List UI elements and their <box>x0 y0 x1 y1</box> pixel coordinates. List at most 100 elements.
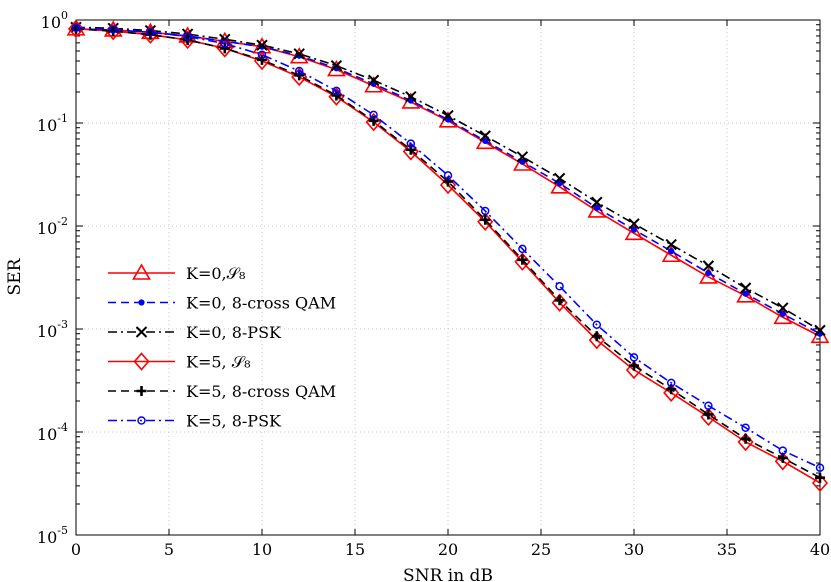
data-point <box>369 110 378 120</box>
y-tick-label: 10-5 <box>37 524 68 547</box>
data-point <box>294 66 304 76</box>
data-point <box>479 130 491 142</box>
data-point <box>442 109 454 122</box>
legend-entry: K=0, 8-PSK <box>108 323 282 342</box>
y-tick-label: 10-4 <box>37 421 68 444</box>
data-point <box>513 154 532 171</box>
data-point <box>815 472 825 483</box>
data-point <box>332 86 341 96</box>
data-point <box>257 50 267 59</box>
data-point <box>740 433 751 444</box>
data-point <box>666 378 676 388</box>
data-point <box>517 254 528 265</box>
data-point <box>183 32 192 41</box>
data-point <box>219 43 230 54</box>
data-point <box>704 401 713 410</box>
data-point <box>133 352 150 371</box>
series-line <box>75 28 821 479</box>
data-point <box>591 196 603 208</box>
data-point <box>135 326 148 338</box>
x-tick-label: 25 <box>531 540 551 559</box>
data-point <box>480 214 491 225</box>
data-point <box>628 218 640 230</box>
data-point <box>136 386 147 396</box>
data-point <box>592 320 602 329</box>
data-point <box>778 446 788 455</box>
axis-ticks: 0 5 10 15 20 25 30 35 40 100 10-1 10-2 10-3 10-4 10-5 <box>37 9 830 559</box>
data-point <box>406 139 416 148</box>
data-point <box>257 54 267 65</box>
data-point <box>516 151 529 163</box>
data-point <box>443 171 453 180</box>
series-group <box>66 19 830 493</box>
x-tick-label: 35 <box>717 540 737 559</box>
data-point <box>811 473 829 493</box>
data-point <box>405 144 416 155</box>
x-tick-label: 10 <box>252 540 272 559</box>
data-point <box>367 74 380 86</box>
data-point <box>777 302 789 314</box>
data-point <box>705 269 712 277</box>
data-point <box>742 290 749 297</box>
data-point <box>405 90 417 103</box>
data-point <box>71 23 81 33</box>
legend-entry: K=5, 8-PSK <box>108 412 282 431</box>
data-point <box>702 260 715 272</box>
legend-label: K=0,𝒮₈ <box>186 264 245 283</box>
legend-label: K=5, 𝒮₈ <box>186 353 251 372</box>
legend-entry: K=5, 𝒮₈ <box>108 352 251 372</box>
data-point <box>741 423 750 432</box>
data-point <box>137 416 146 425</box>
data-point <box>480 206 490 216</box>
legend-label: K=5, 8-PSK <box>186 412 282 431</box>
x-tick-label: 40 <box>810 540 830 559</box>
data-point <box>779 310 786 318</box>
data-point <box>554 295 565 306</box>
data-point <box>365 112 382 132</box>
data-point <box>518 244 527 254</box>
x-tick-label: 30 <box>624 540 644 559</box>
legend-entry: K=0, 8-cross QAM <box>108 294 336 313</box>
data-point <box>553 172 566 185</box>
legend-label: K=0, 8-PSK <box>186 323 282 342</box>
data-point <box>736 286 755 303</box>
x-tick-label: 0 <box>71 540 81 559</box>
data-point <box>593 204 600 211</box>
data-point <box>668 248 675 255</box>
x-tick-label: 15 <box>345 540 365 559</box>
data-point <box>67 19 85 39</box>
legend-label: K=5, 8-cross QAM <box>186 382 336 401</box>
data-point <box>703 409 714 420</box>
y-tick-label: 100 <box>41 9 68 32</box>
grid <box>76 20 820 535</box>
data-point <box>739 282 752 294</box>
data-point <box>519 158 526 165</box>
data-point <box>220 39 230 48</box>
legend-entry: K=0,𝒮₈ <box>108 263 245 283</box>
data-point <box>555 282 564 291</box>
x-tick-label: 5 <box>164 540 174 559</box>
data-point <box>293 48 305 60</box>
data-point <box>815 463 825 472</box>
data-point <box>773 307 793 325</box>
y-tick-label: 10-2 <box>37 215 68 238</box>
data-point <box>629 360 639 371</box>
x-tick-label: 20 <box>438 540 458 559</box>
data-point <box>328 87 345 106</box>
data-point <box>331 90 342 101</box>
data-point <box>368 115 379 126</box>
data-point <box>556 180 563 187</box>
x-axis-title: SNR in dB <box>403 566 493 582</box>
series-line <box>75 27 821 469</box>
y-axis-title: SER <box>5 257 25 295</box>
data-point <box>814 324 826 337</box>
data-point <box>256 39 268 51</box>
data-point <box>630 226 638 233</box>
legend-entry: K=5, 8-cross QAM <box>108 382 336 401</box>
data-point <box>625 360 643 380</box>
data-point <box>138 299 145 306</box>
data-point <box>108 25 118 34</box>
data-point <box>146 28 155 37</box>
data-point <box>132 263 151 280</box>
